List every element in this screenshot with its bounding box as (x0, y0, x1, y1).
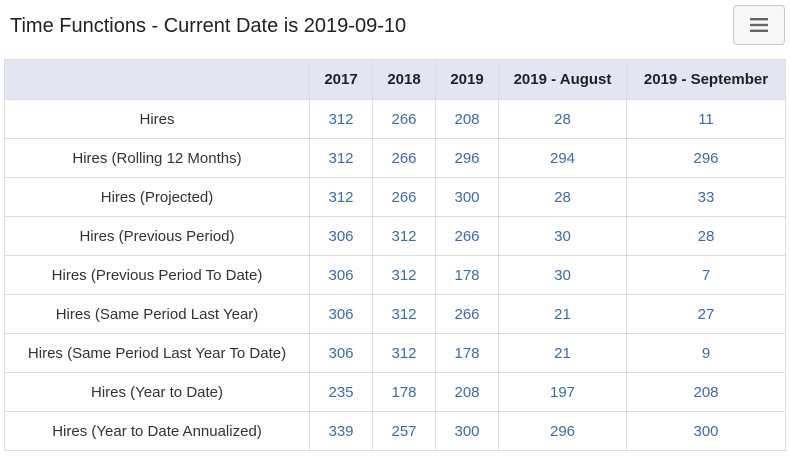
table-cell-value[interactable]: 300 (435, 177, 499, 217)
table-cell-value[interactable]: 312 (372, 255, 436, 295)
row-label: Hires (Previous Period To Date) (4, 255, 310, 295)
table-cell-value[interactable]: 178 (435, 255, 499, 295)
table-row: Hires (Same Period Last Year) 306 312 266 21… (4, 294, 786, 334)
table-cell-value[interactable]: 306 (309, 255, 373, 295)
table-row: Hires (Year to Date Annualized) 339 257 300… (4, 411, 786, 451)
column-header-2017[interactable]: 2017 (309, 59, 373, 100)
table-cell-value[interactable]: 11 (626, 99, 786, 139)
table-row: Hires (Previous Period To Date) 306 312 178… (4, 255, 786, 295)
table-cell-value[interactable]: 339 (309, 411, 373, 451)
row-label: Hires (Same Period Last Year To Date) (4, 333, 310, 373)
table-cell-value[interactable]: 306 (309, 333, 373, 373)
table-cell-value[interactable]: 312 (309, 138, 373, 178)
table-cell-value[interactable]: 296 (435, 138, 499, 178)
table-cell-value[interactable]: 300 (626, 411, 786, 451)
table-cell-value[interactable]: 21 (498, 294, 627, 334)
table-cell-value[interactable]: 312 (372, 333, 436, 373)
table-cell-value[interactable]: 208 (626, 372, 786, 412)
table-cell-value[interactable]: 296 (626, 138, 786, 178)
table-cell-value[interactable]: 296 (498, 411, 627, 451)
table-cell-value[interactable]: 306 (309, 294, 373, 334)
table-row: Hires (Previous Period) 306 312 266 30 28 (4, 216, 786, 256)
table-cell-value[interactable]: 197 (498, 372, 627, 412)
table-cell-value[interactable]: 300 (435, 411, 499, 451)
table-header-row: 2017 2018 2019 2019 - August 2019 - Sept… (4, 59, 786, 100)
table-cell-value[interactable]: 28 (626, 216, 786, 256)
table-row: Hires (Year to Date) 235 178 208 197 208 (4, 372, 786, 412)
column-header-2019-august[interactable]: 2019 - August (498, 59, 627, 100)
table-cell-value[interactable]: 33 (626, 177, 786, 217)
table-cell-value[interactable]: 28 (498, 177, 627, 217)
table-cell-value[interactable]: 266 (435, 216, 499, 256)
hamburger-icon (750, 18, 768, 32)
table-cell-value[interactable]: 312 (309, 177, 373, 217)
table-row: Hires 312 266 208 28 11 (4, 99, 786, 139)
table-cell-value[interactable]: 312 (372, 294, 436, 334)
table-cell-value[interactable]: 266 (435, 294, 499, 334)
table-cell-value[interactable]: 178 (372, 372, 436, 412)
row-label: Hires (Same Period Last Year) (4, 294, 310, 334)
table-cell-value[interactable]: 9 (626, 333, 786, 373)
table-cell-value[interactable]: 30 (498, 216, 627, 256)
row-label: Hires (Year to Date Annualized) (4, 411, 310, 451)
table-cell-value[interactable]: 28 (498, 99, 627, 139)
table-cell-value[interactable]: 208 (435, 99, 499, 139)
column-header-2019-september[interactable]: 2019 - September (626, 59, 786, 100)
time-functions-table: 2017 2018 2019 2019 - August 2019 - Sept… (4, 59, 786, 451)
table-cell-value[interactable]: 312 (372, 216, 436, 256)
column-header-2019[interactable]: 2019 (435, 59, 499, 100)
table-cell-value[interactable]: 266 (372, 177, 436, 217)
row-label: Hires (Rolling 12 Months) (4, 138, 310, 178)
row-label: Hires (Year to Date) (4, 372, 310, 412)
table-cell-value[interactable]: 7 (626, 255, 786, 295)
column-header-2018[interactable]: 2018 (372, 59, 436, 100)
menu-button[interactable] (733, 5, 785, 45)
table-cell-value[interactable]: 30 (498, 255, 627, 295)
table-cell-value[interactable]: 257 (372, 411, 436, 451)
table-row: Hires (Same Period Last Year To Date) 306… (4, 333, 786, 373)
table-cell-value[interactable]: 27 (626, 294, 786, 334)
table-cell-value[interactable]: 178 (435, 333, 499, 373)
table-cell-value[interactable]: 21 (498, 333, 627, 373)
column-header-label (4, 59, 310, 100)
row-label: Hires (Projected) (4, 177, 310, 217)
table-row: Hires (Projected) 312 266 300 28 33 (4, 177, 786, 217)
table-cell-value[interactable]: 312 (309, 99, 373, 139)
table-cell-value[interactable]: 235 (309, 372, 373, 412)
table-cell-value[interactable]: 266 (372, 99, 436, 139)
row-label: Hires (Previous Period) (4, 216, 310, 256)
table-cell-value[interactable]: 306 (309, 216, 373, 256)
table-row: Hires (Rolling 12 Months) 312 266 296 294 296 (4, 138, 786, 178)
table-cell-value[interactable]: 208 (435, 372, 499, 412)
page-title: Time Functions - Current Date is 2019-09… (10, 15, 407, 37)
row-label: Hires (4, 99, 310, 139)
table-cell-value[interactable]: 294 (498, 138, 627, 178)
table-cell-value[interactable]: 266 (372, 138, 436, 178)
